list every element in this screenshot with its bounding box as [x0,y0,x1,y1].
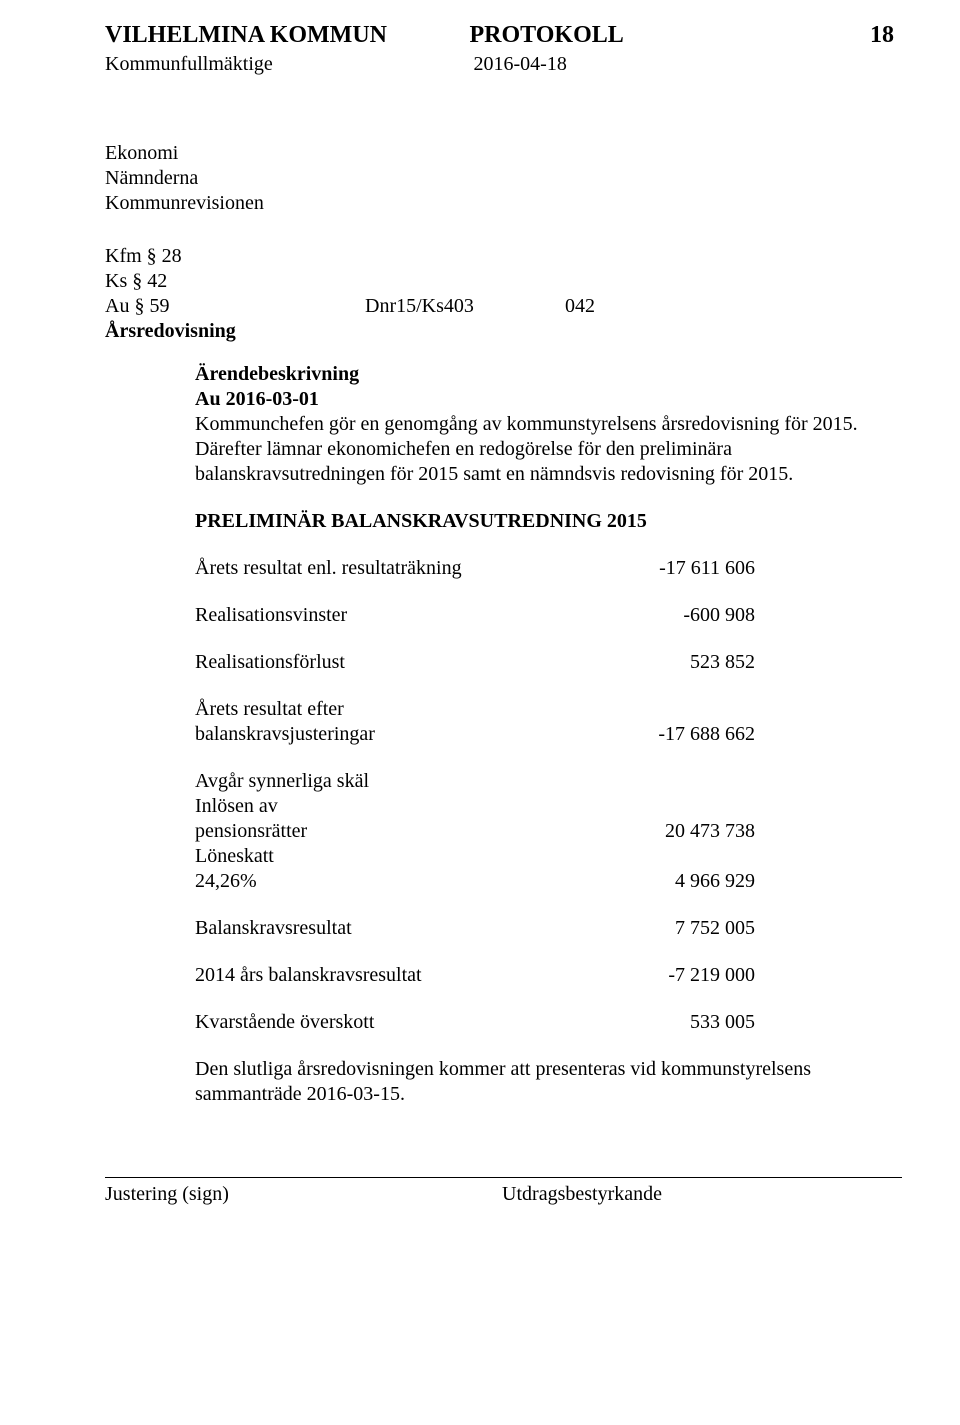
paragraph-refs: Kfm § 28 Ks § 42 Au § 59 Dnr15/Ks403 042… [105,244,902,344]
table-row: Årets resultat enl. resultaträkning -17 … [195,556,755,581]
row-label: Årets resultat efter [195,697,615,722]
row-label: Löneskatt [195,844,615,869]
row-value: -17 688 662 [615,722,755,747]
footer-right: Utdragsbestyrkande [502,1182,902,1207]
row-label: 2014 års balanskravsresultat [195,963,615,988]
row-label: Kvarstående överskott [195,1010,615,1035]
table-row: Realisationsförlust 523 852 [195,650,755,675]
addressee-list: Ekonomi Nämnderna Kommunrevisionen [105,141,902,216]
header-doctype: PROTOKOLL [470,20,835,50]
narrative-subheading: Au 2016-03-01 [195,387,902,412]
closing-text: Den slutliga årsredovisningen kommer att… [195,1057,902,1107]
narrative-p1: Kommunchefen gör en genomgång av kommuns… [195,412,902,437]
table-row: Realisationsvinster -600 908 [195,603,755,628]
table-row: Avgår synnerliga skäl [195,769,755,794]
header-municipality: VILHELMINA KOMMUN [105,20,470,50]
row-label: Balanskravsresultat [195,916,615,941]
table-row: 24,26% 4 966 929 [195,869,755,894]
ref-ks: Ks § 42 [105,269,365,294]
table-row: Balanskravsresultat 7 752 005 [195,916,755,941]
row-label: Avgår synnerliga skäl [195,769,615,794]
row-value: -17 611 606 [615,556,755,581]
row-value: 523 852 [615,650,755,675]
row-label: Årets resultat enl. resultaträkning [195,556,615,581]
table-row: balanskravsjusteringar -17 688 662 [195,722,755,747]
addressee-line: Kommunrevisionen [105,191,902,216]
row-label: Realisationsförlust [195,650,615,675]
footer-divider [105,1177,902,1178]
addressee-line: Nämnderna [105,166,902,191]
row-label: Realisationsvinster [195,603,615,628]
ref-dnr: Dnr15/Ks403 [365,294,565,319]
balance-table: Årets resultat enl. resultaträkning -17 … [195,556,755,1035]
row-label: pensionsrätter [195,819,615,844]
page-footer: Justering (sign) Utdragsbestyrkande [105,1177,902,1207]
case-title: Årsredovisning [105,319,236,344]
row-label: Inlösen av [195,794,615,819]
table-row: 2014 års balanskravsresultat -7 219 000 [195,963,755,988]
row-value: -600 908 [615,603,755,628]
ref-code: 042 [565,294,745,319]
table-row: Årets resultat efter [195,697,755,722]
body-text: Ärendebeskrivning Au 2016-03-01 Kommunch… [195,362,902,1107]
addressee-line: Ekonomi [105,141,902,166]
footer-left: Justering (sign) [105,1182,229,1207]
header-date: 2016-04-18 [474,52,843,77]
table-row: pensionsrätter 20 473 738 [195,819,755,844]
narrative-p2: Därefter lämnar ekonomichefen en redogör… [195,437,902,487]
ref-kfm: Kfm § 28 [105,244,365,269]
ref-au: Au § 59 [105,294,365,319]
row-label: balanskravsjusteringar [195,722,615,747]
section-title: PRELIMINÄR BALANSKRAVSUTREDNING 2015 [195,509,902,534]
row-value: 20 473 738 [615,819,755,844]
narrative-heading: Ärendebeskrivning [195,362,902,387]
header-body: Kommunfullmäktige [105,52,474,77]
row-value: -7 219 000 [615,963,755,988]
row-value: 4 966 929 [615,869,755,894]
page-subheader: Kommunfullmäktige 2016-04-18 [105,52,902,77]
row-value: 7 752 005 [615,916,755,941]
page-header: VILHELMINA KOMMUN PROTOKOLL 18 [105,20,902,50]
row-value: 533 005 [615,1010,755,1035]
table-row: Kvarstående överskott 533 005 [195,1010,755,1035]
header-page-number: 18 [834,20,902,50]
row-label: 24,26% [195,869,615,894]
table-row: Löneskatt [195,844,755,869]
table-row: Inlösen av [195,794,755,819]
